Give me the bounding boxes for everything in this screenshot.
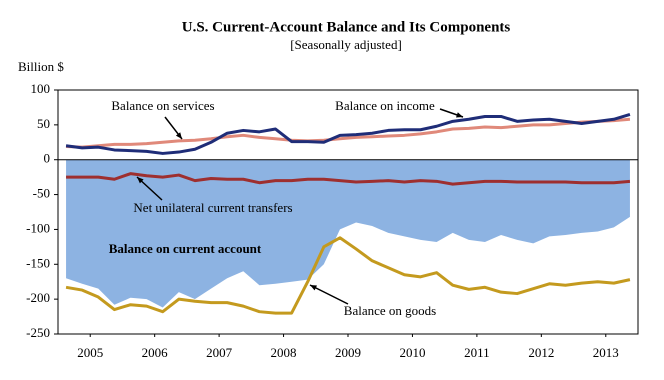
series-label: Balance on goods: [344, 303, 436, 318]
y-tick-label: -100: [26, 220, 50, 235]
y-tick-label: -250: [26, 325, 50, 340]
arrow-head: [175, 132, 182, 139]
series-label: Balance on current account: [109, 241, 262, 256]
x-tick-label: 2011: [464, 345, 490, 360]
series-label: Balance on income: [335, 98, 435, 113]
x-tick-label: 2005: [77, 345, 103, 360]
arrow-head: [456, 112, 463, 118]
arrow-head: [310, 285, 317, 291]
line: [65, 112, 631, 155]
y-tick-label: -50: [33, 186, 50, 201]
y-tick-label: -150: [26, 255, 50, 270]
x-tick-label: 2009: [335, 345, 361, 360]
series-label: Net unilateral current transfers: [133, 200, 292, 215]
y-tick-label: -200: [26, 290, 50, 305]
y-tick-label: 0: [44, 151, 51, 166]
line: [65, 236, 631, 315]
x-tick-label: 2006: [142, 345, 169, 360]
x-tick-label: 2012: [528, 345, 554, 360]
area: [66, 159, 630, 308]
y-tick-label: 100: [31, 81, 51, 96]
y-tick-label: 50: [37, 116, 50, 131]
series-label: Balance on services: [111, 98, 214, 113]
arrow-head: [137, 177, 144, 184]
y-axis-label: Billion $: [18, 59, 64, 74]
x-tick-label: 2008: [271, 345, 297, 360]
x-tick-label: 2013: [593, 345, 619, 360]
line: [65, 117, 631, 149]
chart-title: U.S. Current-Account Balance and Its Com…: [182, 19, 511, 35]
chart-subtitle: [Seasonally adjusted]: [290, 37, 402, 52]
x-tick-label: 2007: [206, 345, 233, 360]
x-tick-label: 2010: [399, 345, 425, 360]
arrow: [309, 284, 349, 305]
line: [66, 172, 631, 186]
